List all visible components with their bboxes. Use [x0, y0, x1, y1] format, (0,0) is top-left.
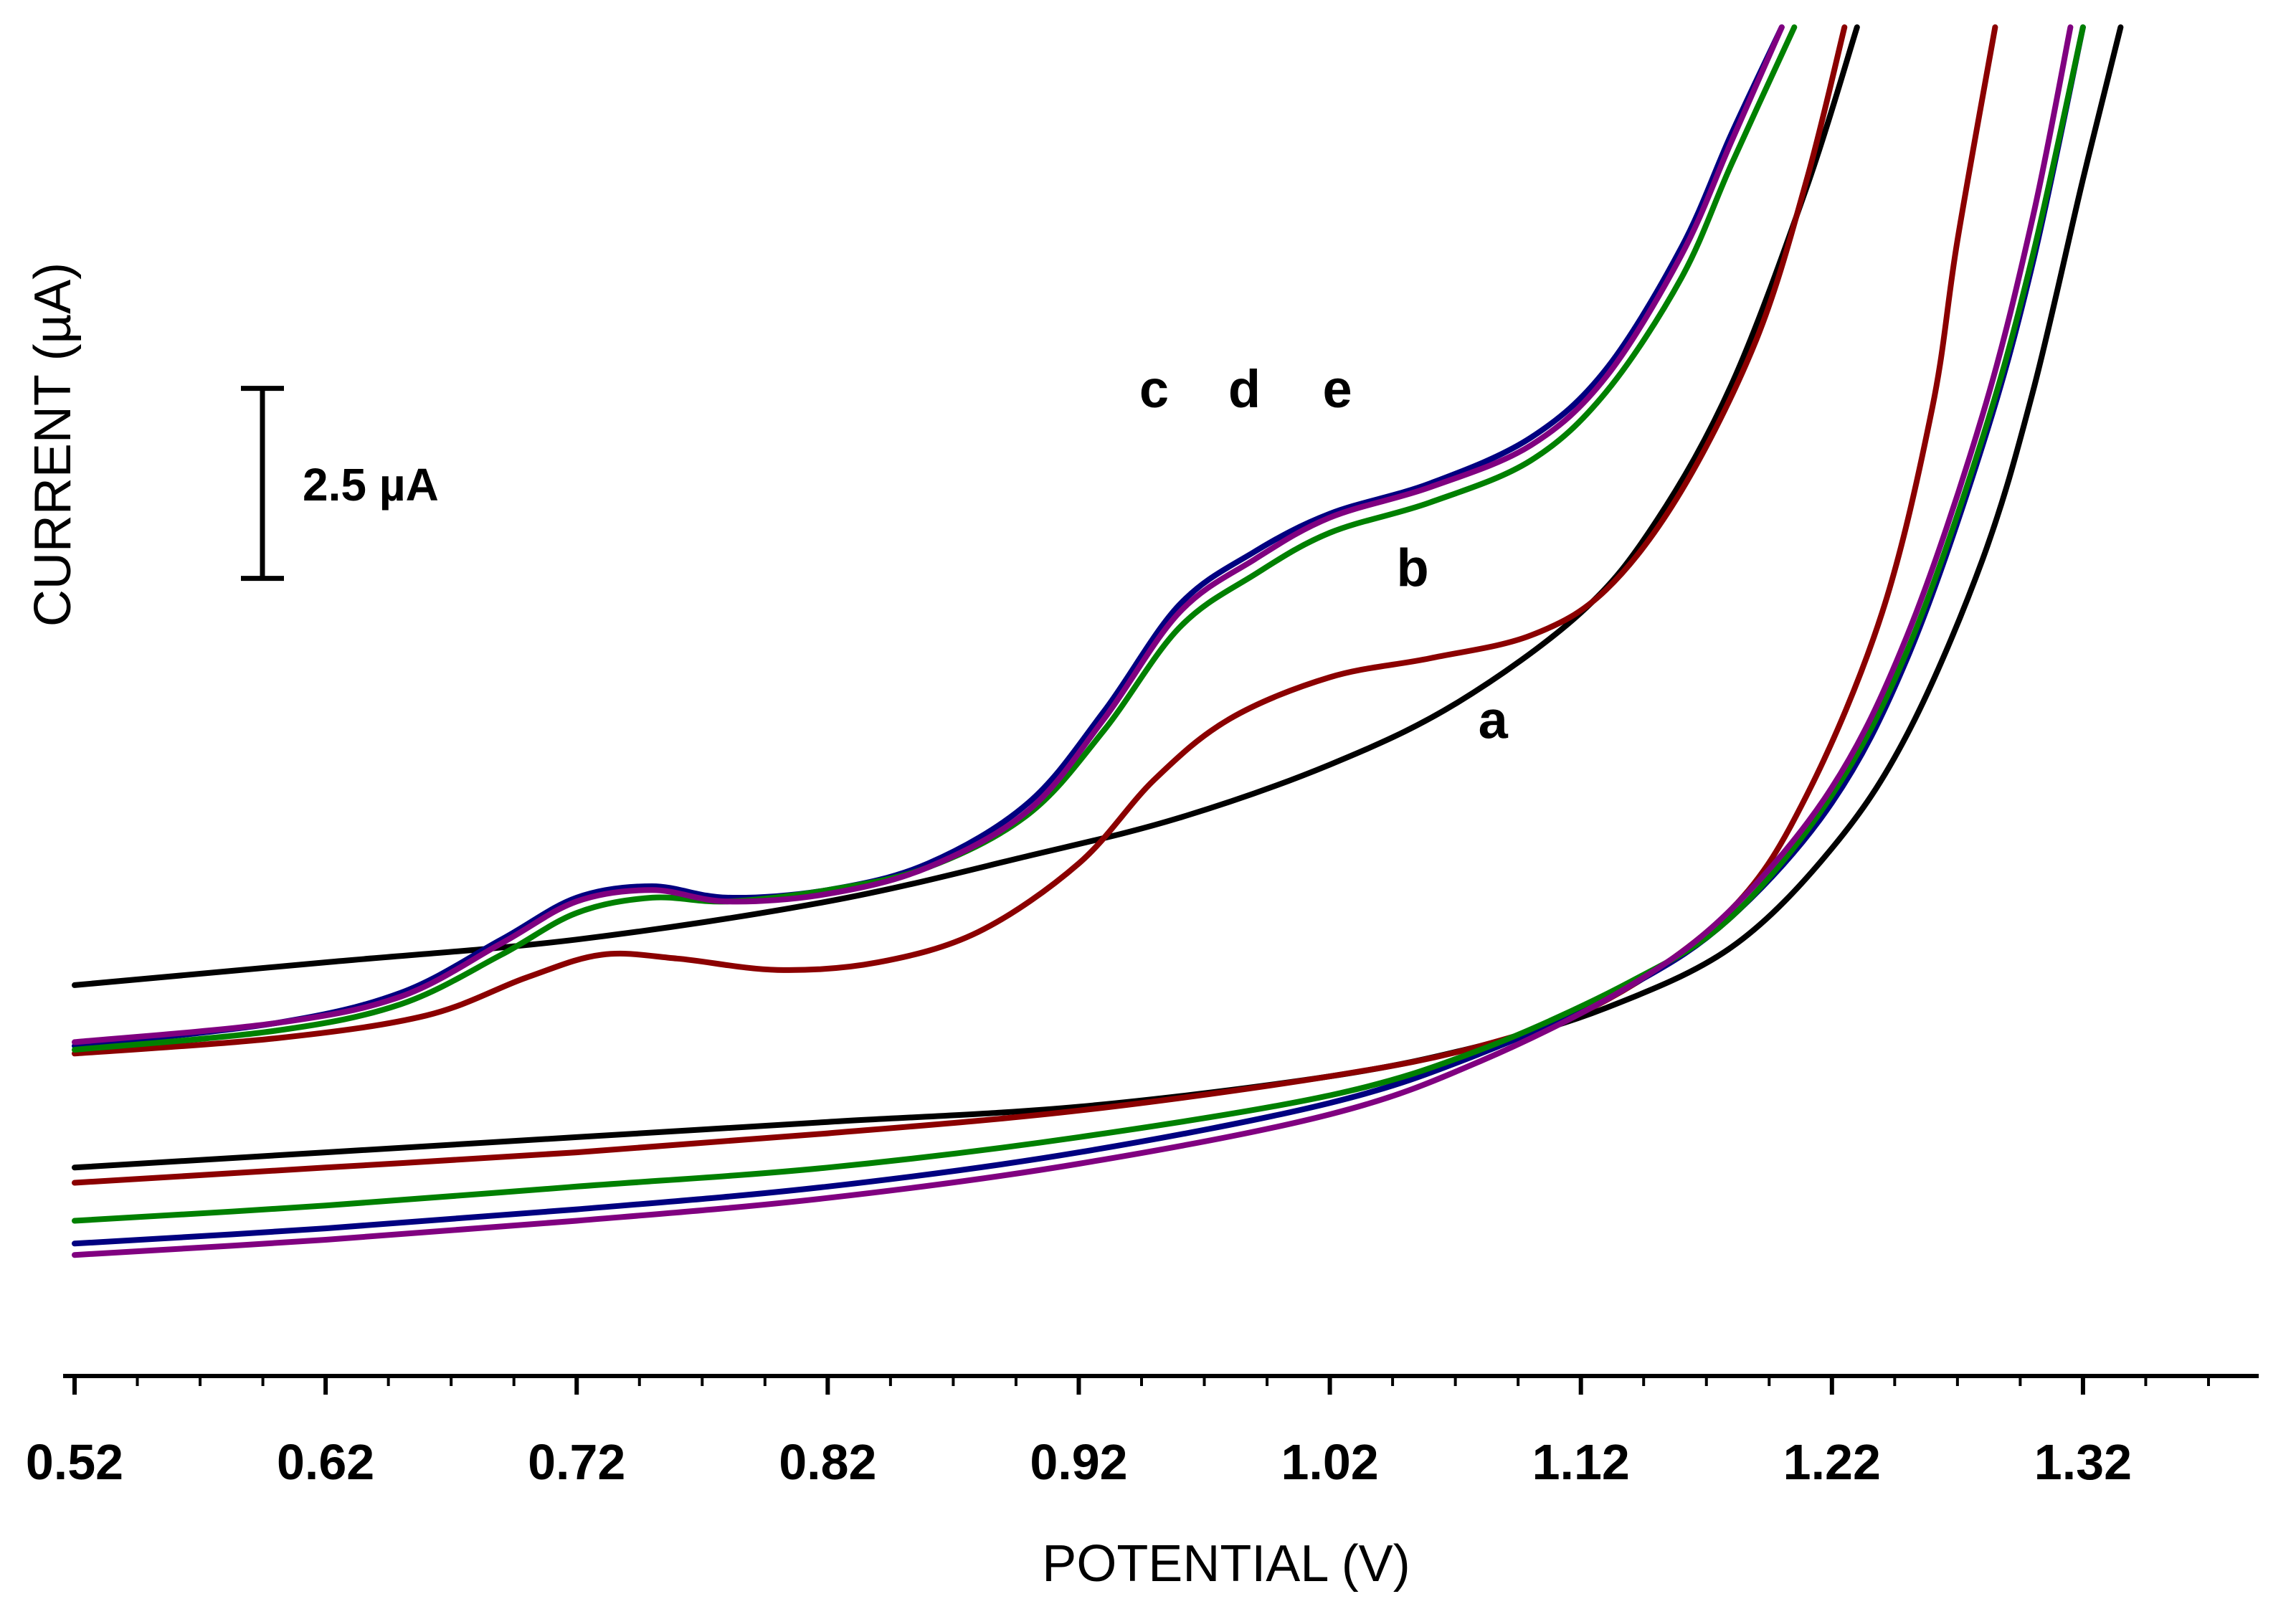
curve-label-e: e [1323, 359, 1352, 419]
curve-group [72, 24, 2124, 1258]
curve-label-b: b [1397, 538, 1429, 597]
x-tick-label: 1.02 [1281, 1434, 1378, 1490]
curve-b-forward [72, 24, 1848, 1057]
x-tick-label: 1.12 [1532, 1434, 1630, 1490]
curve-c-forward [72, 24, 1785, 1049]
curve-labels: a b c d e [1139, 359, 1509, 749]
y-axis-title: CURRENT (µA) [24, 262, 82, 627]
curve-label-d: d [1228, 359, 1261, 419]
curve-label-c: c [1139, 359, 1169, 419]
x-tick-label: 1.22 [1783, 1434, 1881, 1490]
scale-bar-label: 2.5 µA [303, 459, 439, 511]
x-tick-label: 0.72 [528, 1434, 625, 1490]
x-tick-label: 0.62 [277, 1434, 374, 1490]
curve-d-forward [72, 24, 1798, 1053]
x-axis-title: POTENTIAL (V) [1042, 1535, 1410, 1593]
curve-d-reverse [72, 24, 2086, 1224]
x-axis-ticks: 0.52 0.62 0.72 0.82 0.92 1.02 1.12 1.22 1.32 [26, 1376, 2210, 1490]
curve-e-forward [72, 24, 1785, 1045]
x-tick-label: 1.32 [2034, 1434, 2132, 1490]
x-tick-label: 0.92 [1030, 1434, 1127, 1490]
scale-bar: 2.5 µA [241, 386, 439, 582]
curve-e-reverse [72, 24, 2074, 1258]
x-tick-label: 0.82 [779, 1434, 876, 1490]
curve-label-a: a [1479, 690, 1509, 749]
x-tick-label: 0.52 [26, 1434, 123, 1490]
